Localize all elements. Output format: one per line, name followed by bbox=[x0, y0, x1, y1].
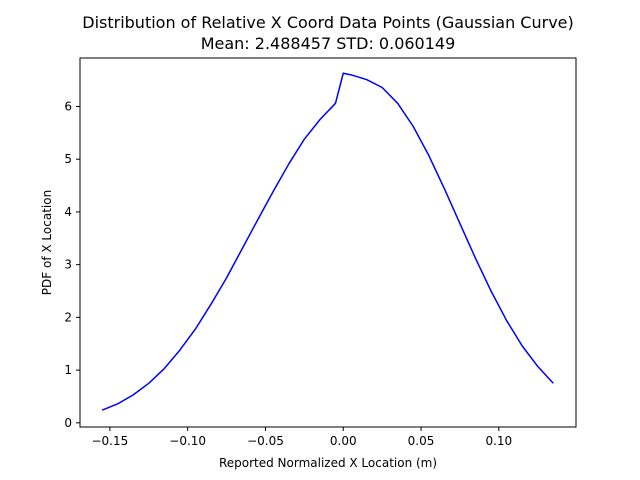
chart-title: Distribution of Relative X Coord Data Po… bbox=[82, 13, 574, 32]
plot-frame bbox=[79, 57, 577, 428]
x-tick-label: 0.05 bbox=[408, 434, 435, 448]
y-tick-label: 1 bbox=[64, 363, 72, 377]
y-axis-ticks: 0 1 2 3 4 5 6 bbox=[64, 99, 80, 430]
y-tick-label: 2 bbox=[64, 310, 72, 324]
y-tick-label: 5 bbox=[64, 152, 72, 166]
x-axis-ticks: −0.15 −0.10 −0.05 0.00 0.05 0.10 bbox=[91, 427, 512, 448]
series-line bbox=[101, 72, 554, 411]
x-tick-label: 0.10 bbox=[485, 434, 512, 448]
y-tick-label: 4 bbox=[64, 205, 72, 219]
y-tick-label: 6 bbox=[64, 99, 72, 113]
y-axis-label: PDF of X Location bbox=[40, 190, 54, 295]
x-tick-label: 0.00 bbox=[330, 434, 357, 448]
x-tick-label: −0.05 bbox=[247, 434, 284, 448]
x-axis-label: Reported Normalized X Location (m) bbox=[219, 456, 437, 470]
plot-area: −0.15 −0.10 −0.05 0.00 0.05 0.10 0 1 2 3 4 5 6 bbox=[64, 57, 577, 448]
x-tick-label: −0.15 bbox=[91, 434, 128, 448]
series-group bbox=[101, 72, 554, 411]
chart-subtitle: Mean: 2.488457 STD: 0.060149 bbox=[201, 34, 456, 53]
x-tick-label: −0.10 bbox=[169, 434, 206, 448]
y-tick-label: 3 bbox=[64, 258, 72, 272]
y-tick-label: 0 bbox=[64, 416, 72, 430]
